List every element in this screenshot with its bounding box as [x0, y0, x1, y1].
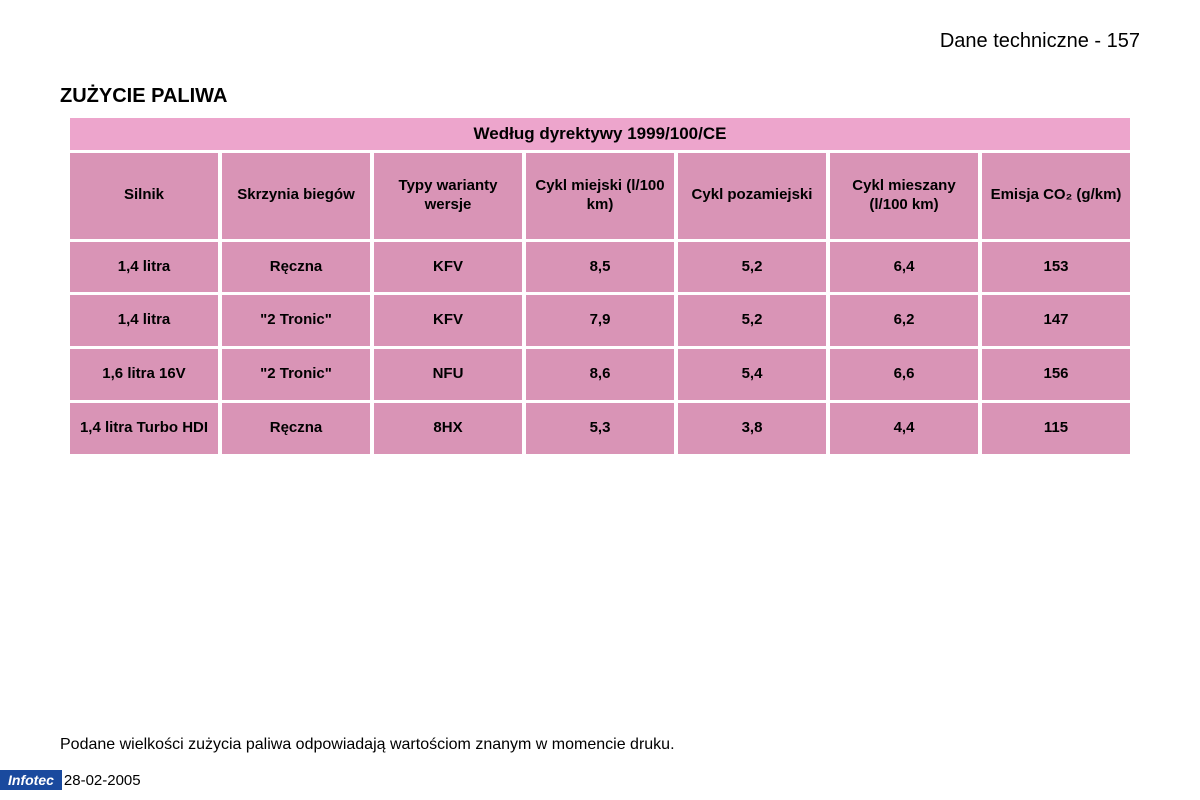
- table-header-row: Silnik Skrzynia biegów Typy warianty wer…: [70, 153, 1130, 239]
- cell-extra-urban: 5,2: [678, 242, 826, 293]
- cell-types: KFV: [374, 295, 522, 346]
- footnote: Podane wielkości zużycia paliwa odpowiad…: [60, 736, 675, 754]
- col-header-co2: Emisja CO₂ (g/km): [982, 153, 1130, 239]
- table-row: 1,4 litra Turbo HDI Ręczna 8HX 5,3 3,8 4…: [70, 403, 1130, 454]
- col-header-types: Typy warianty wersje: [374, 153, 522, 239]
- col-header-engine: Silnik: [70, 153, 218, 239]
- cell-mixed: 6,2: [830, 295, 978, 346]
- section-title: ZUŻYCIE PALIWA: [60, 85, 227, 108]
- cell-city: 8,5: [526, 242, 674, 293]
- cell-city: 7,9: [526, 295, 674, 346]
- col-header-mixed-cycle: Cykl mieszany (l/100 km): [830, 153, 978, 239]
- cell-engine: 1,6 litra 16V: [70, 349, 218, 400]
- cell-gearbox: Ręczna: [222, 403, 370, 454]
- cell-engine: 1,4 litra: [70, 295, 218, 346]
- fuel-consumption-table: Według dyrektywy 1999/100/CE Silnik Skrz…: [70, 118, 1130, 457]
- footer-logo: Infotec: [0, 770, 62, 790]
- col-header-extra-urban: Cykl pozamiejski: [678, 153, 826, 239]
- table-row: 1,4 litra Ręczna KFV 8,5 5,2 6,4 153: [70, 242, 1130, 293]
- col-header-gearbox: Skrzynia biegów: [222, 153, 370, 239]
- cell-gearbox: Ręczna: [222, 242, 370, 293]
- cell-mixed: 6,4: [830, 242, 978, 293]
- cell-types: NFU: [374, 349, 522, 400]
- cell-co2: 153: [982, 242, 1130, 293]
- cell-types: 8HX: [374, 403, 522, 454]
- cell-city: 5,3: [526, 403, 674, 454]
- footer-date: 28-02-2005: [64, 772, 141, 789]
- cell-extra-urban: 5,2: [678, 295, 826, 346]
- cell-engine: 1,4 litra Turbo HDI: [70, 403, 218, 454]
- cell-engine: 1,4 litra: [70, 242, 218, 293]
- col-header-city-cycle: Cykl miejski (l/100 km): [526, 153, 674, 239]
- cell-extra-urban: 5,4: [678, 349, 826, 400]
- cell-city: 8,6: [526, 349, 674, 400]
- cell-co2: 156: [982, 349, 1130, 400]
- footer: Infotec 28-02-2005: [0, 770, 141, 790]
- cell-gearbox: "2 Tronic": [222, 295, 370, 346]
- cell-mixed: 6,6: [830, 349, 978, 400]
- table-row: 1,6 litra 16V "2 Tronic" NFU 8,6 5,4 6,6…: [70, 349, 1130, 400]
- cell-gearbox: "2 Tronic": [222, 349, 370, 400]
- cell-co2: 115: [982, 403, 1130, 454]
- cell-extra-urban: 3,8: [678, 403, 826, 454]
- page-header: Dane techniczne - 157: [940, 30, 1140, 53]
- cell-types: KFV: [374, 242, 522, 293]
- table-banner: Według dyrektywy 1999/100/CE: [70, 118, 1130, 150]
- cell-mixed: 4,4: [830, 403, 978, 454]
- cell-co2: 147: [982, 295, 1130, 346]
- table-row: 1,4 litra "2 Tronic" KFV 7,9 5,2 6,2 147: [70, 295, 1130, 346]
